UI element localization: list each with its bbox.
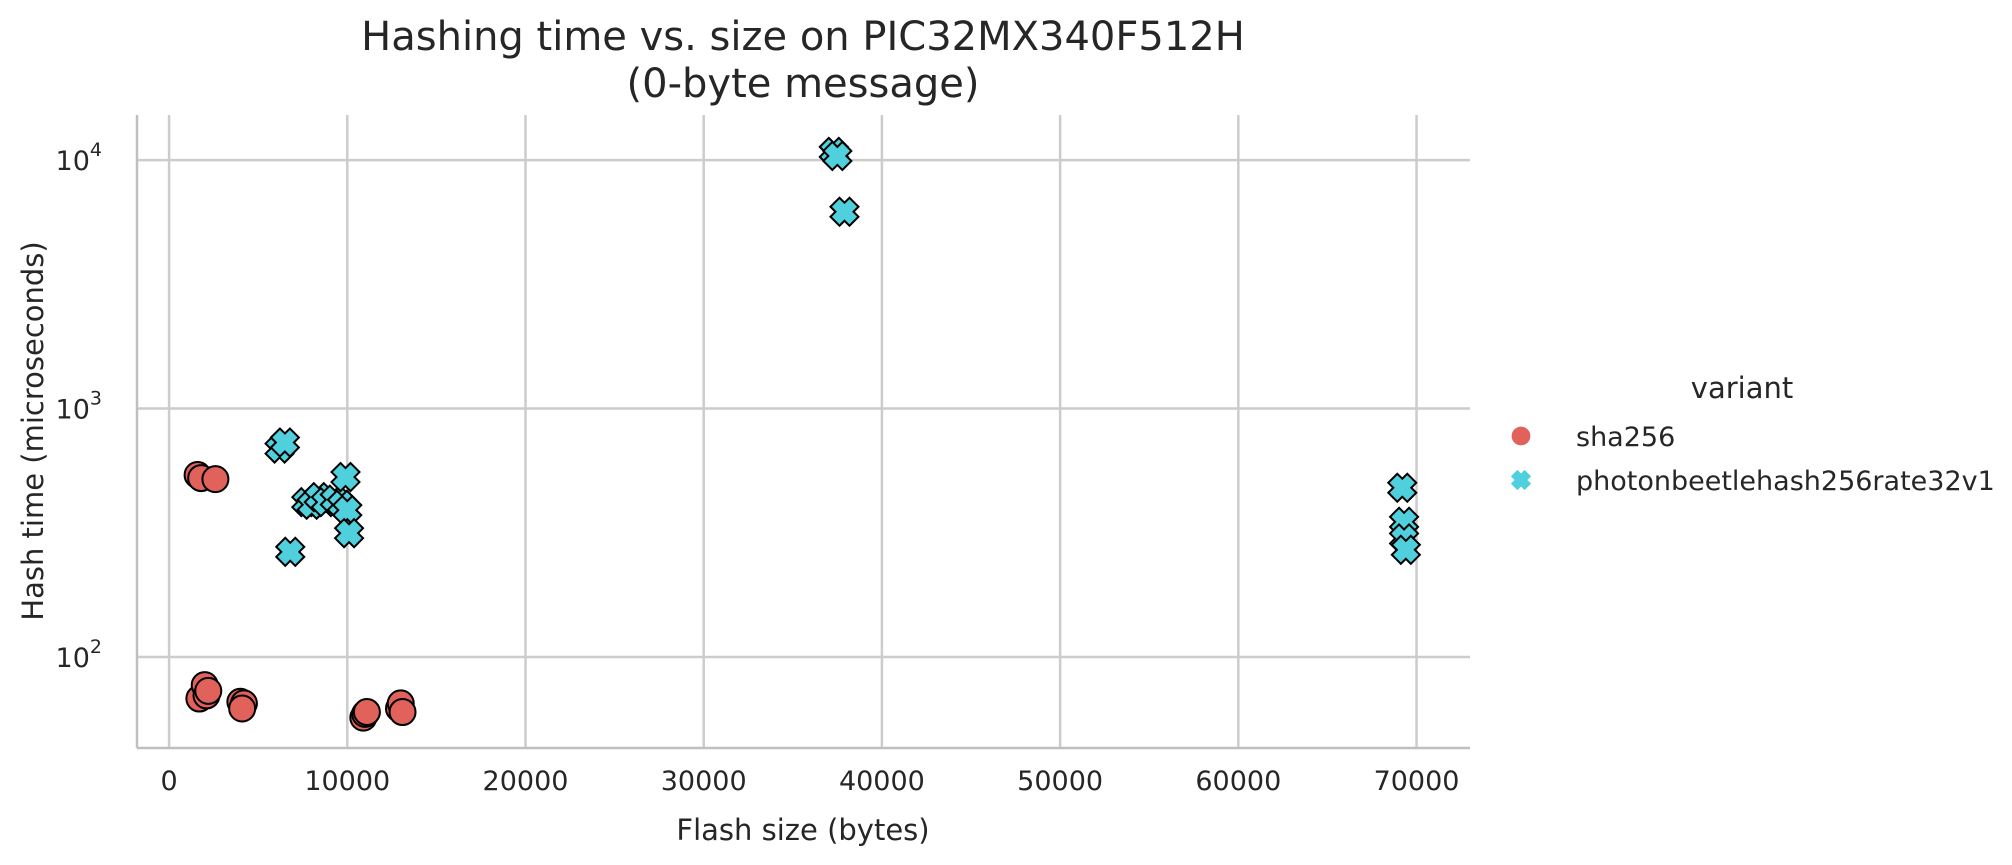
x-tick-labels: 0 10000 20000 30000 40000 50000 60000 70000 [160,766,1459,797]
photonbeetle-point [1386,472,1418,504]
y-tick-label: 102 [56,636,102,674]
legend-label: photonbeetlehash256rate32v1 [1576,466,1995,497]
y-tick-label: 104 [56,139,102,177]
legend-label: sha256 [1576,422,1675,453]
photonbeetle-point [274,536,306,568]
x-tick-label: 10000 [304,766,390,797]
y-axis-label: Hash time (microseconds) [16,241,50,620]
y-tick-labels: 102 103 104 [56,139,102,674]
legend-marker-sha256 [1511,426,1531,446]
photonbeetle-point [269,427,301,458]
sha256-point [352,698,381,727]
legend-title: variant [1691,371,1793,405]
photonbeetle-point [1390,534,1422,566]
photonbeetle-point [331,494,363,526]
y-tick-label: 103 [56,388,102,426]
grid-layer [137,115,1470,748]
chart-title: Hashing time vs. size on PIC32MX340F512H [361,14,1245,60]
x-tick-label: 70000 [1374,766,1460,797]
sha256-point [194,676,223,705]
photonbeetle-point [829,196,860,228]
x-tick-label: 50000 [1017,766,1103,797]
sha256-point [388,698,417,727]
axes-spines [135,115,1470,750]
x-tick-label: 60000 [1195,766,1281,797]
photonbeetle-point [333,517,365,549]
photonbeetle-point [821,140,853,172]
x-tick-label: 0 [160,766,177,797]
x-tick-label: 30000 [661,766,747,797]
data-points [183,136,1422,732]
x-tick-label: 40000 [839,766,925,797]
x-axis-label: Flash size (bytes) [676,813,929,847]
legend: variant sha256 photonbeetlehash256rate32v… [1510,371,1995,497]
legend-items: sha256 photonbeetlehash256rate32v1 [1510,422,1995,497]
legend-marker-photonbeetle [1510,469,1532,491]
chart-subtitle: (0-byte message) [627,61,980,107]
x-tick-label: 20000 [483,766,569,797]
photonbeetle-point [330,461,361,493]
sha256-point [228,694,257,723]
sha256-point [201,465,230,494]
